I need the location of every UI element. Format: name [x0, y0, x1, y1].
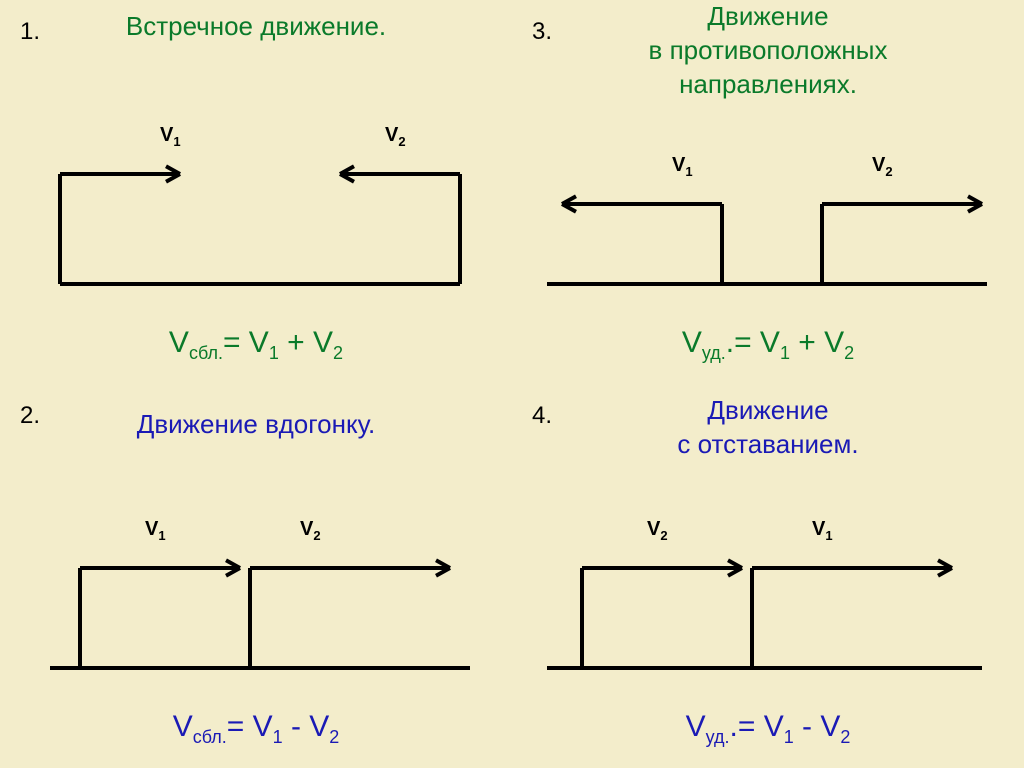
panel-3-diagram: V1V2	[542, 184, 992, 294]
panel-4-formula: Vуд..= V1 - V2	[512, 710, 1024, 748]
panel-4: 4. Движениес отставанием. V2V1 Vуд..= V1…	[512, 384, 1024, 768]
velocity-label-2: V1	[812, 518, 833, 543]
velocity-label-2: V2	[385, 124, 406, 149]
panel-1-diagram: V1V2	[40, 154, 480, 294]
panel-2-title: Движение вдогонку.	[0, 408, 512, 442]
panel-4-title: Движениес отставанием.	[512, 394, 1024, 462]
panel-2-formula: Vсбл.= V1 - V2	[0, 710, 512, 748]
panel-3: 3. Движениев противоположныхнаправлениях…	[512, 0, 1024, 384]
panel-2: 2. Движение вдогонку. V1V2 Vсбл.= V1 - V…	[0, 384, 512, 768]
velocity-label-1: V1	[160, 124, 181, 149]
velocity-label-1: V1	[672, 154, 693, 179]
velocity-label-2: V2	[300, 518, 321, 543]
panel-2-diagram: V1V2	[40, 548, 480, 678]
panel-1-formula: Vсбл.= V1 + V2	[0, 326, 512, 364]
panel-3-formula: Vуд..= V1 + V2	[512, 326, 1024, 364]
canvas: 1. Встречное движение. V1V2 Vсбл.= V1 + …	[0, 0, 1024, 768]
velocity-label-2: V2	[872, 154, 893, 179]
panel-1: 1. Встречное движение. V1V2 Vсбл.= V1 + …	[0, 0, 512, 384]
panel-3-title: Движениев противоположныхнаправлениях.	[512, 0, 1024, 101]
velocity-label-1: V2	[647, 518, 668, 543]
panel-1-title: Встречное движение.	[0, 10, 512, 44]
velocity-label-1: V1	[145, 518, 166, 543]
panel-4-diagram: V2V1	[542, 548, 992, 678]
